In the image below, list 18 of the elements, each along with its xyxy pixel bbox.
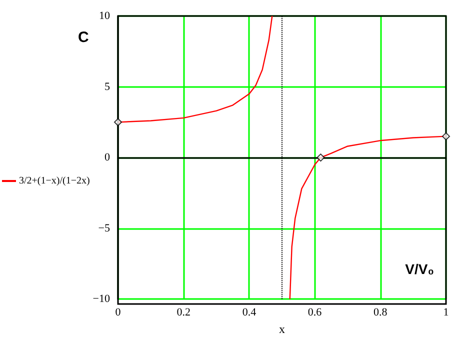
annotation: V/V₀ [405, 261, 434, 277]
x-tick-label: 0 [115, 306, 122, 319]
y-tick-label: −5 [98, 222, 110, 234]
x-tick-label: 0.2 [176, 306, 190, 319]
y-tick-label: 0 [104, 152, 110, 164]
point [442, 132, 450, 140]
x-tick-label: 1 [443, 306, 449, 319]
point [316, 154, 325, 162]
legend-label: 3/2+(1−x)/(1−2x) [19, 176, 90, 186]
x-axis-title: x [279, 322, 285, 336]
y-tick-label: 10 [99, 10, 110, 22]
point [114, 118, 122, 126]
text: C [78, 29, 89, 46]
x-tick-label: 0.8 [374, 306, 388, 319]
x-tick-label: 0.6 [308, 306, 322, 319]
y-tick-label: 5 [104, 80, 110, 93]
x-tick-label: 0.4 [242, 306, 257, 319]
y-tick-label: −10 [92, 293, 110, 306]
